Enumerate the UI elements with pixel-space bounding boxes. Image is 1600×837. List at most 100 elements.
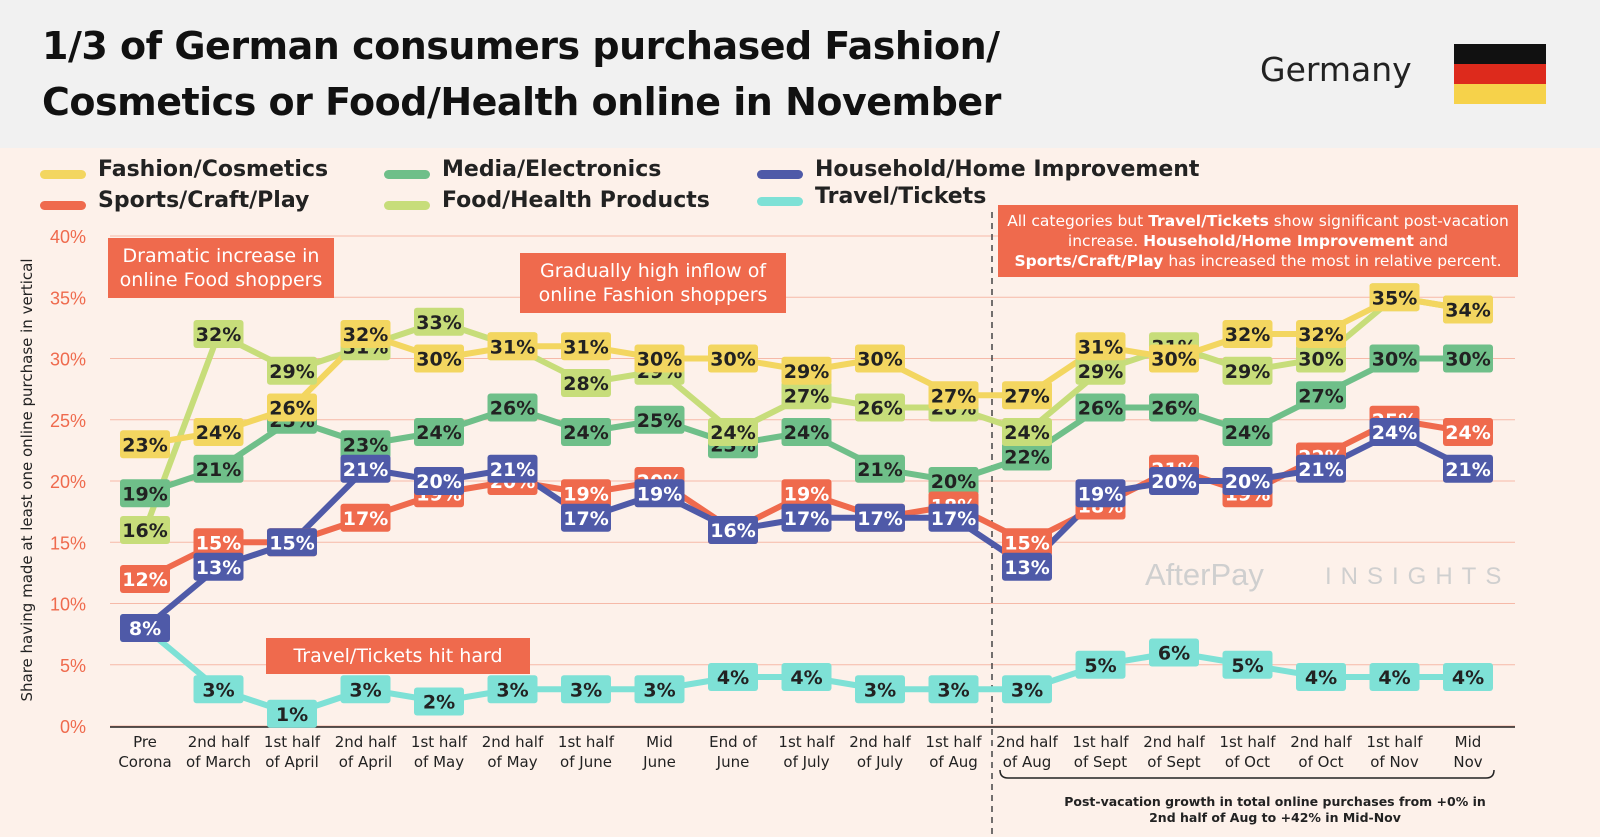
- data-label-household: 24%: [1369, 418, 1420, 446]
- data-label-bg: [1075, 393, 1126, 422]
- data-label-bg: [487, 675, 538, 704]
- x-tick-label: of May: [414, 753, 464, 771]
- data-label-bg: [1002, 528, 1052, 557]
- data-label-media: 20%: [928, 467, 979, 495]
- data-label-media: 24%: [1222, 418, 1273, 446]
- x-tick-label: of Sept: [1074, 753, 1127, 771]
- data-label-household: 21%: [340, 454, 391, 483]
- x-tick-label: Mid: [1455, 733, 1482, 751]
- data-label-text: 30%: [1372, 349, 1417, 371]
- data-label-bg: [1002, 381, 1052, 410]
- data-label-travel: 3%: [1002, 675, 1052, 704]
- x-tick-label: 2nd half: [188, 733, 250, 751]
- data-label-bg: [855, 675, 905, 704]
- data-label-household: 17%: [928, 503, 979, 532]
- footnote-bracket: [999, 769, 1495, 779]
- data-label-text: 8%: [129, 618, 161, 640]
- data-label-text: 26%: [490, 398, 535, 420]
- callout-pv-b3: Sports/Craft/Play: [1014, 252, 1164, 270]
- legend-food: Food/Health Products: [442, 188, 710, 213]
- flag-stripe-gold: [1454, 84, 1546, 104]
- data-label-text: 32%: [1225, 324, 1270, 346]
- x-tick-label: Pre: [133, 733, 157, 751]
- data-label-fashion: 31%: [487, 332, 538, 361]
- x-tick-label: 2nd half: [1290, 733, 1352, 751]
- data-label-text: 27%: [931, 385, 976, 407]
- callout-pv-b2: Household/Home Improvement: [1143, 232, 1414, 250]
- data-label-bg: [855, 503, 905, 532]
- data-label-travel: 2%: [414, 687, 464, 716]
- data-label-bg: [1443, 344, 1493, 373]
- data-label-bg: [1149, 638, 1199, 667]
- legend-fashion: Fashion/Cosmetics: [98, 157, 329, 182]
- data-label-travel: 3%: [340, 675, 391, 704]
- data-label-bg: [340, 675, 391, 704]
- data-label-media: 25%: [634, 405, 685, 434]
- y-tick-label: 30%: [50, 350, 86, 370]
- data-label-text: 21%: [1445, 459, 1490, 481]
- data-label-text: 3%: [570, 679, 602, 701]
- data-label-text: 25%: [637, 410, 682, 432]
- data-label-bg: [708, 418, 758, 446]
- callout-fashion: Gradually high inflow of online Fashion …: [520, 253, 786, 313]
- data-label-household: 15%: [267, 528, 317, 557]
- data-label-text: 21%: [1298, 459, 1343, 481]
- data-label-bg: [561, 503, 611, 532]
- data-label-bg: [1075, 650, 1126, 679]
- data-label-travel: 1%: [267, 699, 317, 728]
- data-label-text: 19%: [784, 483, 829, 505]
- data-label-household: 17%: [561, 503, 611, 532]
- data-label-text: 24%: [196, 422, 241, 444]
- data-label-text: 21%: [490, 459, 535, 481]
- data-label-bg: [267, 699, 317, 728]
- data-label-bg: [1369, 283, 1420, 312]
- data-label-text: 17%: [563, 508, 608, 530]
- y-tick-label: 35%: [50, 288, 86, 308]
- data-label-text: 31%: [563, 336, 608, 358]
- data-label-media: 26%: [1149, 393, 1199, 422]
- legend-swatch-food: [384, 201, 430, 210]
- data-label-text: 30%: [416, 349, 461, 371]
- legend-swatch-media: [384, 170, 430, 179]
- data-label-travel: 4%: [708, 663, 758, 691]
- data-label-food: 27%: [781, 381, 832, 410]
- data-label-bg: [781, 381, 832, 410]
- data-label-fashion: 32%: [340, 320, 391, 348]
- data-label-travel: 3%: [855, 675, 905, 704]
- data-label-media: 19%: [120, 479, 170, 508]
- data-label-text: 16%: [710, 520, 755, 542]
- x-tick-label: 1st half: [411, 733, 468, 751]
- x-tick-label: of Nov: [1370, 753, 1419, 771]
- data-label-text: 29%: [269, 361, 314, 383]
- x-tick-label: of Oct: [1298, 753, 1343, 771]
- data-label-sports: 15%: [1002, 528, 1052, 557]
- x-tick-label: 1st half: [264, 733, 321, 751]
- data-label-bg: [120, 614, 170, 642]
- data-label-food: 24%: [708, 418, 758, 446]
- data-label-text: 19%: [122, 483, 167, 505]
- data-label-text: 24%: [563, 422, 608, 444]
- data-label-text: 15%: [1004, 532, 1049, 554]
- data-label-travel: 5%: [1075, 650, 1126, 679]
- data-label-text: 3%: [496, 679, 528, 701]
- data-label-fashion: 34%: [1443, 295, 1493, 324]
- data-label-fashion: 31%: [1075, 332, 1126, 361]
- data-label-text: 24%: [1225, 422, 1270, 444]
- data-label-text: 5%: [1084, 655, 1116, 677]
- data-label-fashion: 23%: [120, 430, 170, 459]
- data-label-text: 3%: [1011, 679, 1043, 701]
- data-label-media: 27%: [1296, 381, 1346, 410]
- data-label-bg: [1002, 552, 1052, 581]
- data-label-household: 19%: [1075, 479, 1126, 508]
- data-label-text: 28%: [563, 373, 608, 395]
- data-label-text: 4%: [790, 667, 822, 689]
- legend-household: Household/Home Improvement: [815, 157, 1200, 182]
- data-label-bg: [193, 320, 244, 348]
- data-label-text: 3%: [202, 679, 234, 701]
- data-label-bg: [193, 675, 244, 704]
- x-tick-label: 1st half: [925, 733, 982, 751]
- data-label-bg: [267, 528, 317, 557]
- data-label-bg: [120, 565, 170, 593]
- data-label-text: 23%: [122, 434, 167, 456]
- data-label-household: 19%: [634, 479, 685, 508]
